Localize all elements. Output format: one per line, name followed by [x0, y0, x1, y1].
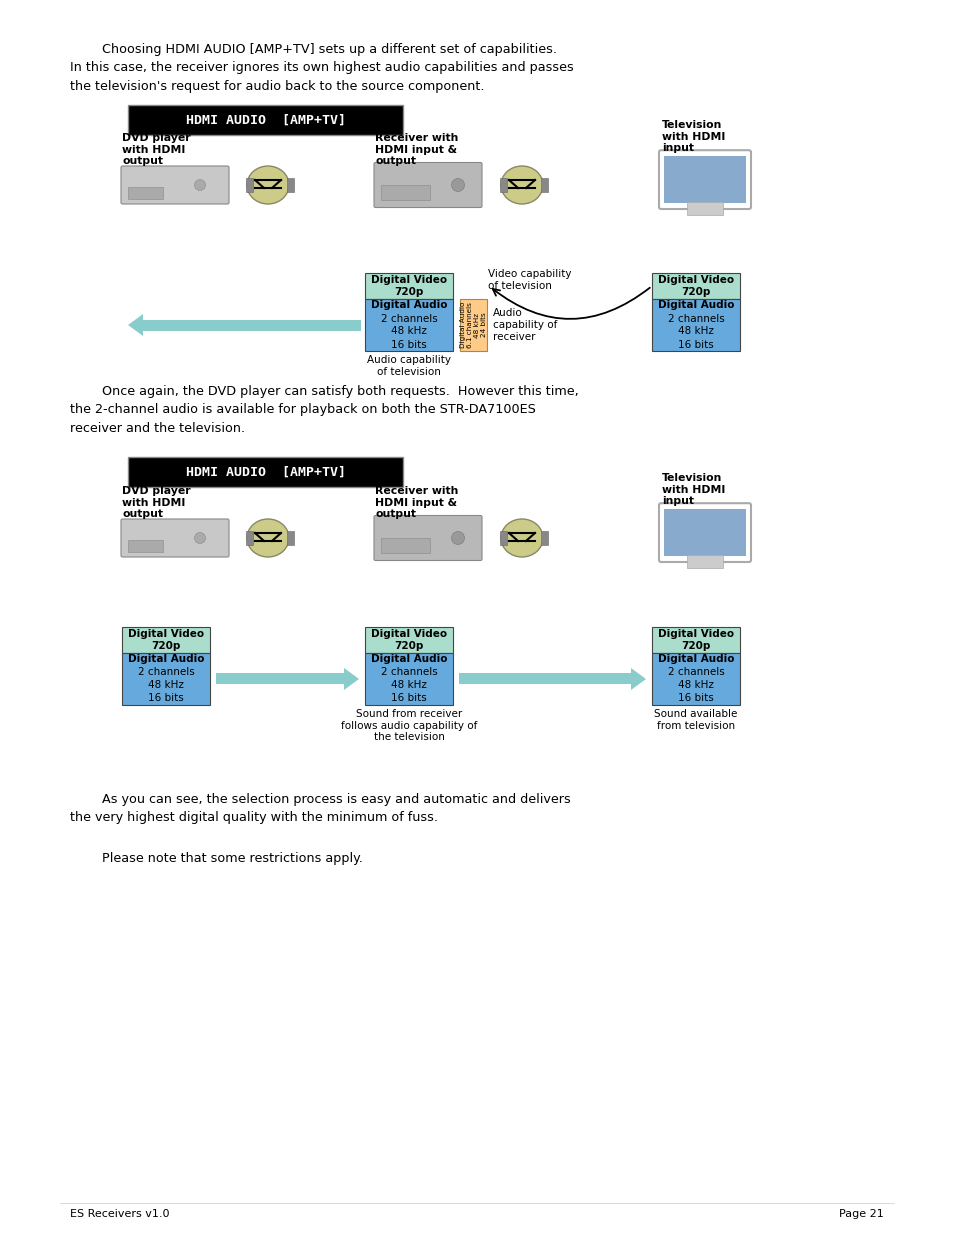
Text: Digital Video
720p: Digital Video 720p: [658, 275, 733, 298]
Bar: [365, 299, 453, 351]
Polygon shape: [630, 668, 645, 690]
Bar: [651, 627, 740, 653]
Polygon shape: [344, 668, 358, 690]
Text: 48 kHz: 48 kHz: [678, 326, 713, 336]
Bar: [686, 203, 722, 215]
Text: In this case, the receiver ignores its own highest audio capabilities and passes: In this case, the receiver ignores its o…: [70, 62, 573, 74]
Bar: [663, 509, 745, 556]
Text: Digital Audio: Digital Audio: [371, 300, 447, 310]
Text: 48 kHz: 48 kHz: [148, 680, 184, 690]
Text: the very highest digital quality with the minimum of fuss.: the very highest digital quality with th…: [70, 811, 437, 825]
Bar: [287, 178, 294, 191]
Text: Please note that some restrictions apply.: Please note that some restrictions apply…: [70, 852, 362, 864]
Ellipse shape: [500, 519, 542, 557]
Bar: [651, 299, 740, 351]
Text: As you can see, the selection process is easy and automatic and delivers: As you can see, the selection process is…: [70, 793, 570, 806]
Ellipse shape: [247, 165, 289, 204]
Text: Television
with HDMI
input: Television with HDMI input: [661, 473, 724, 506]
Text: Digital Audio: Digital Audio: [657, 655, 734, 664]
Text: Audio capability
of television: Audio capability of television: [367, 354, 451, 377]
Text: 2 channels: 2 channels: [137, 667, 194, 678]
Text: 16 bits: 16 bits: [391, 340, 426, 350]
Circle shape: [451, 531, 464, 545]
Bar: [540, 531, 547, 545]
Text: Digital Audio: Digital Audio: [657, 300, 734, 310]
Bar: [287, 531, 294, 545]
Bar: [499, 178, 506, 191]
Bar: [380, 185, 430, 200]
Text: ES Receivers v1.0: ES Receivers v1.0: [70, 1209, 170, 1219]
Text: Digital Video
720p: Digital Video 720p: [371, 275, 447, 298]
Text: Once again, the DVD player can satisfy both requests.  However this time,: Once again, the DVD player can satisfy b…: [70, 385, 578, 398]
Bar: [122, 627, 210, 653]
Text: HDMI AUDIO  [AMP+TV]: HDMI AUDIO [AMP+TV]: [185, 114, 345, 126]
Text: 2 channels: 2 channels: [380, 667, 436, 678]
Text: Audio
capability of
receiver: Audio capability of receiver: [493, 309, 557, 342]
Text: 16 bits: 16 bits: [148, 694, 184, 704]
Bar: [365, 627, 453, 653]
Bar: [122, 653, 210, 705]
Text: Digital Audio
6.1 channels
48 kHz
24 bits: Digital Audio 6.1 channels 48 kHz 24 bit…: [459, 301, 486, 348]
Text: Digital Video
720p: Digital Video 720p: [658, 629, 733, 651]
Bar: [215, 673, 344, 684]
Bar: [246, 178, 253, 191]
Bar: [365, 273, 453, 299]
Text: the television's request for audio back to the source component.: the television's request for audio back …: [70, 80, 484, 93]
Polygon shape: [128, 314, 143, 336]
Bar: [499, 531, 506, 545]
Bar: [365, 653, 453, 705]
Text: Digital Audio: Digital Audio: [371, 655, 447, 664]
Text: 16 bits: 16 bits: [391, 694, 426, 704]
Bar: [651, 653, 740, 705]
Bar: [380, 538, 430, 553]
Bar: [128, 186, 162, 199]
Text: DVD player
with HDMI
output: DVD player with HDMI output: [122, 133, 191, 167]
Ellipse shape: [500, 165, 542, 204]
Text: Page 21: Page 21: [839, 1209, 883, 1219]
Bar: [686, 555, 722, 568]
Text: Choosing HDMI AUDIO [AMP+TV] sets up a different set of capabilities.: Choosing HDMI AUDIO [AMP+TV] sets up a d…: [70, 43, 557, 56]
FancyBboxPatch shape: [374, 515, 481, 561]
Text: 48 kHz: 48 kHz: [678, 680, 713, 690]
Circle shape: [194, 532, 205, 543]
Bar: [128, 540, 162, 552]
FancyBboxPatch shape: [374, 163, 481, 207]
Text: Television
with HDMI
input: Television with HDMI input: [661, 120, 724, 153]
Bar: [143, 320, 360, 331]
Text: Digital Audio: Digital Audio: [128, 655, 204, 664]
Text: Receiver with
HDMI input &
output: Receiver with HDMI input & output: [375, 487, 457, 519]
Bar: [663, 156, 745, 203]
Text: Receiver with
HDMI input &
output: Receiver with HDMI input & output: [375, 133, 457, 167]
Bar: [540, 178, 547, 191]
Ellipse shape: [247, 519, 289, 557]
Text: Sound available
from television: Sound available from television: [654, 709, 737, 731]
Text: Sound from receiver
follows audio capability of
the television: Sound from receiver follows audio capabi…: [340, 709, 476, 742]
Text: 48 kHz: 48 kHz: [391, 680, 427, 690]
Circle shape: [194, 179, 205, 190]
Bar: [458, 673, 630, 684]
Bar: [246, 531, 253, 545]
Text: 48 kHz: 48 kHz: [391, 326, 427, 336]
Bar: [128, 457, 402, 487]
Bar: [651, 273, 740, 299]
Text: Digital Video
720p: Digital Video 720p: [371, 629, 447, 651]
FancyBboxPatch shape: [121, 165, 229, 204]
FancyArrowPatch shape: [493, 288, 649, 319]
Text: DVD player
with HDMI
output: DVD player with HDMI output: [122, 487, 191, 519]
FancyBboxPatch shape: [121, 519, 229, 557]
Circle shape: [451, 179, 464, 191]
Text: the 2-channel audio is available for playback on both the STR-DA7100ES: the 2-channel audio is available for pla…: [70, 404, 536, 416]
Text: Digital Video
720p: Digital Video 720p: [128, 629, 204, 651]
Text: 16 bits: 16 bits: [678, 694, 713, 704]
Text: receiver and the television.: receiver and the television.: [70, 422, 245, 435]
Text: 2 channels: 2 channels: [667, 314, 723, 324]
Bar: [459, 299, 486, 351]
Text: 2 channels: 2 channels: [380, 314, 436, 324]
Bar: [128, 105, 402, 135]
Text: Video capability
of television: Video capability of television: [488, 269, 571, 290]
Text: 16 bits: 16 bits: [678, 340, 713, 350]
Text: 2 channels: 2 channels: [667, 667, 723, 678]
Text: HDMI AUDIO  [AMP+TV]: HDMI AUDIO [AMP+TV]: [185, 466, 345, 478]
